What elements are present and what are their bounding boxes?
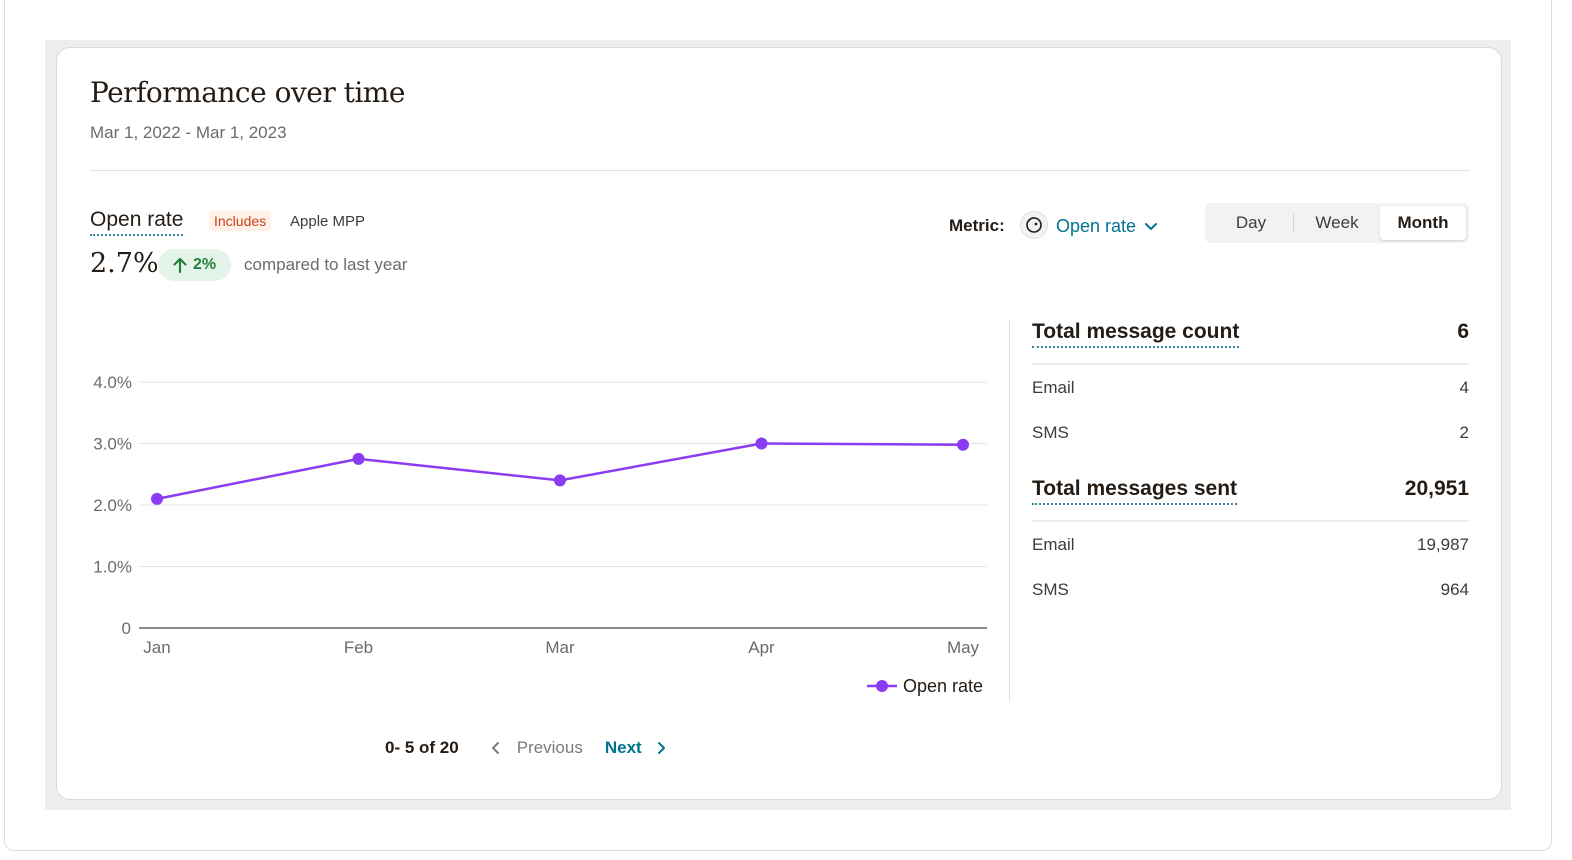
y-tick-label: 3.0% [93, 435, 132, 454]
row-value: 2 [1459, 422, 1469, 442]
chevron-left-icon [491, 742, 499, 754]
previous-label: Previous [516, 738, 583, 757]
message-count-total: 6 [1457, 320, 1469, 343]
previous-button[interactable]: Previous [491, 738, 583, 758]
x-tick-label: Mar [545, 638, 575, 657]
y-tick-label: 1.0% [93, 558, 132, 577]
compare-text: compared to last year [244, 255, 408, 274]
message-count-label[interactable]: Total message count [1032, 320, 1240, 348]
legend-label: Open rate [903, 676, 983, 696]
messages-sent-header: Total messages sent 20,951 [1032, 477, 1469, 522]
performance-card: Performance over time Mar 1, 2022 - Mar … [56, 47, 1502, 800]
period-toggle: Day Week Month [1205, 203, 1469, 243]
summary-panel: Total message count 6 Email 4 SMS 2 Tota… [1032, 320, 1469, 612]
includes-badge: Includes [209, 211, 272, 231]
messages-sent-total: 20,951 [1404, 477, 1469, 500]
x-tick-label: Apr [748, 638, 775, 657]
data-point [151, 492, 163, 505]
metric-name[interactable]: Open rate [90, 208, 184, 236]
messages-sent-row: Email 19,987 [1032, 522, 1469, 567]
header-divider [90, 170, 1470, 171]
x-tick-label: Feb [344, 638, 373, 657]
y-tick-label: 4.0% [93, 373, 132, 392]
messages-sent-row: SMS 964 [1032, 567, 1469, 612]
includes-detail: Apple MPP [290, 213, 366, 230]
message-count-row: Email 4 [1032, 365, 1469, 410]
chart-summary-divider [1009, 321, 1010, 701]
messages-sent-label[interactable]: Total messages sent [1032, 477, 1238, 505]
period-day-button[interactable]: Day [1208, 206, 1294, 240]
period-week-button[interactable]: Week [1315, 213, 1359, 232]
chevron-right-icon [657, 742, 665, 754]
change-badge: 2% [158, 249, 231, 281]
chevron-down-icon [1145, 222, 1158, 230]
data-point [755, 437, 768, 450]
pagination: 0- 5 of 20 Previous Next [385, 738, 666, 758]
data-point [554, 474, 566, 487]
metric-dropdown-value: Open rate [1056, 216, 1137, 236]
data-point [957, 438, 969, 451]
period-month-button[interactable]: Month [1380, 206, 1466, 240]
arrow-up-icon [173, 257, 187, 273]
next-button[interactable]: Next [605, 738, 666, 758]
row-value: 964 [1440, 579, 1469, 599]
legend-marker [876, 680, 888, 692]
message-count-header: Total message count 6 [1032, 320, 1469, 365]
mailchimp-freddie-icon [1020, 211, 1048, 239]
row-label: Email [1032, 377, 1075, 397]
card-title: Performance over time [90, 76, 405, 109]
metric-selector-label: Metric: [949, 216, 1005, 235]
change-value: 2% [192, 256, 217, 273]
open-rate-line-chart: 0 1.0% 2.0% 3.0% 4.0% Jan Feb Mar Apr May Open rat… [93, 373, 987, 696]
row-value: 4 [1459, 377, 1469, 397]
row-label: SMS [1032, 422, 1069, 442]
x-tick-label: May [947, 638, 980, 657]
message-count-row: SMS 2 [1032, 410, 1469, 455]
row-label: Email [1032, 534, 1075, 554]
series-line [156, 442, 964, 501]
metric-value: 2.7% [90, 248, 159, 279]
metric-dropdown[interactable]: Open rate [1056, 216, 1158, 237]
date-range: Mar 1, 2022 - Mar 1, 2023 [90, 123, 287, 142]
x-tick-label: Jan [143, 638, 170, 657]
row-label: SMS [1032, 579, 1069, 599]
page-range: 0- 5 of 20 [385, 738, 459, 757]
y-tick-label: 0 [122, 619, 131, 638]
y-tick-label: 2.0% [93, 496, 132, 515]
data-point [352, 452, 365, 465]
next-label: Next [604, 738, 642, 757]
row-value: 19,987 [1417, 534, 1469, 554]
window-frame [4, 0, 1552, 851]
